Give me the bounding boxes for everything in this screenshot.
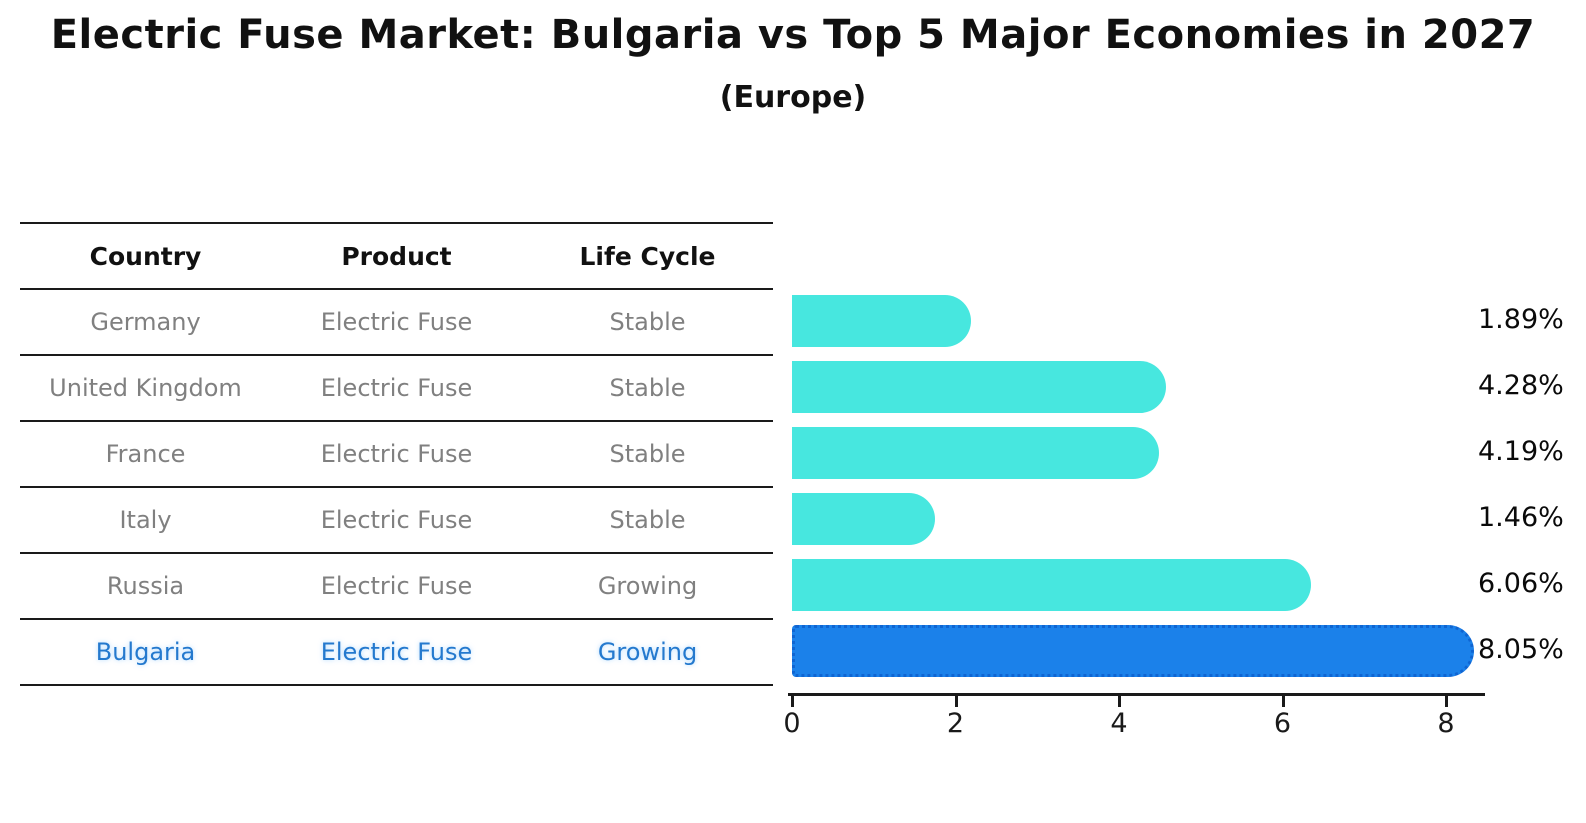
x-axis-tick-label: 6 [1273, 708, 1292, 739]
table-cell-product: Electric Fuse [320, 506, 473, 534]
x-axis-tick [1281, 696, 1285, 707]
table-row: Bulgaria Electric Fuse Growing [20, 620, 773, 686]
table-cell-product: Electric Fuse [320, 638, 473, 666]
bar-value-label: 8.05% [1478, 634, 1564, 665]
x-axis-tick-label: 4 [1110, 708, 1128, 739]
table-row: Italy Electric Fuse Stable [20, 488, 773, 554]
table-cell-product: Electric Fuse [320, 440, 473, 468]
x-axis-line [788, 693, 1485, 696]
bar [792, 427, 1159, 479]
col-header-product: Product [341, 241, 452, 271]
table-rows: Germany Electric Fuse Stable United Kingdom… [20, 290, 773, 686]
table-cell-lifecycle: Growing [597, 572, 698, 600]
table-cell-lifecycle: Stable [609, 308, 686, 336]
x-axis-tick-label: 8 [1437, 708, 1455, 739]
bar [792, 295, 971, 347]
table-cell-country: Russia [106, 572, 185, 600]
x-axis-tick [1118, 696, 1121, 707]
col-header-country: Country [89, 241, 202, 271]
bar-value-label: 6.06% [1478, 568, 1564, 599]
chart-title: Electric Fuse Market: Bulgaria vs Top 5 … [50, 12, 1536, 58]
table-cell-product: Electric Fuse [320, 308, 473, 336]
table-cell-country: United Kingdom [49, 374, 242, 402]
table-row: United Kingdom Electric Fuse Stable [20, 356, 773, 422]
table-row: France Electric Fuse Stable [20, 422, 773, 488]
bar [792, 361, 1166, 413]
chart-subtitle: (Europe) [719, 80, 867, 115]
table-cell-product: Electric Fuse [320, 374, 473, 402]
table-cell-lifecycle: Growing [597, 638, 698, 666]
bar [792, 559, 1312, 611]
table-header-row: Country Product Life Cycle [20, 224, 773, 290]
table-row: Germany Electric Fuse Stable [20, 290, 773, 356]
table-row: Russia Electric Fuse Growing [20, 554, 773, 620]
country-table: Country Product Life Cycle Germany Electr… [20, 222, 773, 686]
x-axis-tick [954, 696, 958, 707]
bar-value-label: 4.28% [1478, 370, 1564, 401]
bar-value-label: 1.46% [1478, 502, 1564, 533]
table-cell-country: Bulgaria [95, 638, 196, 666]
table-cell-product: Electric Fuse [320, 572, 473, 600]
table-cell-country: Italy [119, 506, 172, 534]
table-cell-lifecycle: Stable [609, 506, 686, 534]
x-axis-tick [1445, 696, 1448, 707]
col-header-lifecycle: Life Cycle [579, 241, 716, 271]
table-cell-lifecycle: Stable [609, 374, 686, 402]
table-cell-country: France [105, 440, 186, 468]
bar-highlight [792, 625, 1475, 677]
bar [792, 493, 936, 545]
bar-value-label: 1.89% [1478, 304, 1564, 335]
x-axis-tick-label: 2 [946, 708, 965, 739]
table-cell-lifecycle: Stable [609, 440, 686, 468]
table-cell-country: Germany [90, 308, 201, 336]
bar-value-label: 4.19% [1478, 436, 1564, 467]
x-axis-tick [791, 696, 794, 707]
x-axis-tick-label: 0 [783, 708, 801, 739]
